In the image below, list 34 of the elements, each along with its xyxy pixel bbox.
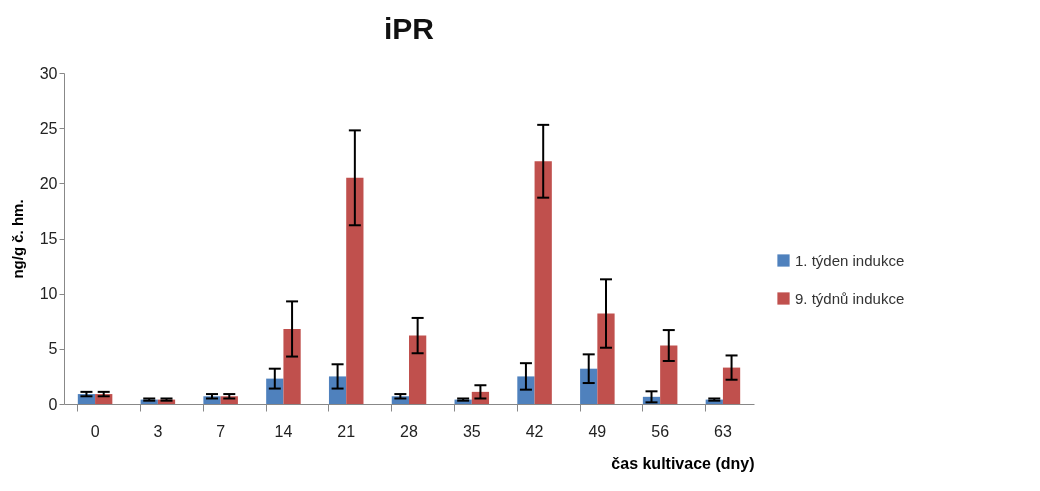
bar [660, 345, 678, 404]
bar [266, 378, 284, 404]
bar [283, 328, 301, 404]
legend-label: 9. týdnů indukce [795, 289, 905, 307]
x-tick-label: 14 [274, 422, 293, 440]
x-axis-title: čas kultivace (dny) [611, 454, 755, 472]
bar [346, 177, 364, 404]
bar [722, 367, 741, 404]
y-axis-title: ng/g č. hm. [8, 199, 26, 279]
y-tick-label: 20 [39, 174, 58, 192]
y-tick-label: 5 [48, 340, 58, 358]
bar [580, 368, 598, 404]
chart-title: iPR [383, 12, 435, 45]
x-tick-label: 7 [216, 422, 226, 440]
x-tick-label: 28 [400, 422, 418, 440]
x-tick-label: 0 [90, 422, 100, 440]
y-tick-label: 25 [39, 119, 58, 137]
y-tick-label: 15 [39, 230, 58, 247]
x-tick-label: 35 [462, 422, 481, 440]
x-tick-label: 56 [651, 422, 670, 440]
x-tick-label: 21 [337, 422, 356, 440]
x-tick-label: 63 [714, 422, 732, 440]
bar [597, 313, 615, 404]
x-tick-label: 3 [153, 422, 163, 440]
legend-label: 1. týden indukce [795, 251, 905, 269]
x-tick-label: 42 [525, 422, 544, 440]
bar [517, 376, 535, 404]
bar [409, 335, 427, 404]
x-tick-label: 49 [588, 422, 607, 440]
bar [534, 161, 552, 404]
y-tick-label: 0 [48, 395, 58, 413]
y-tick-label: 30 [39, 64, 58, 82]
bar [328, 376, 347, 404]
y-tick-label: 10 [39, 285, 58, 303]
